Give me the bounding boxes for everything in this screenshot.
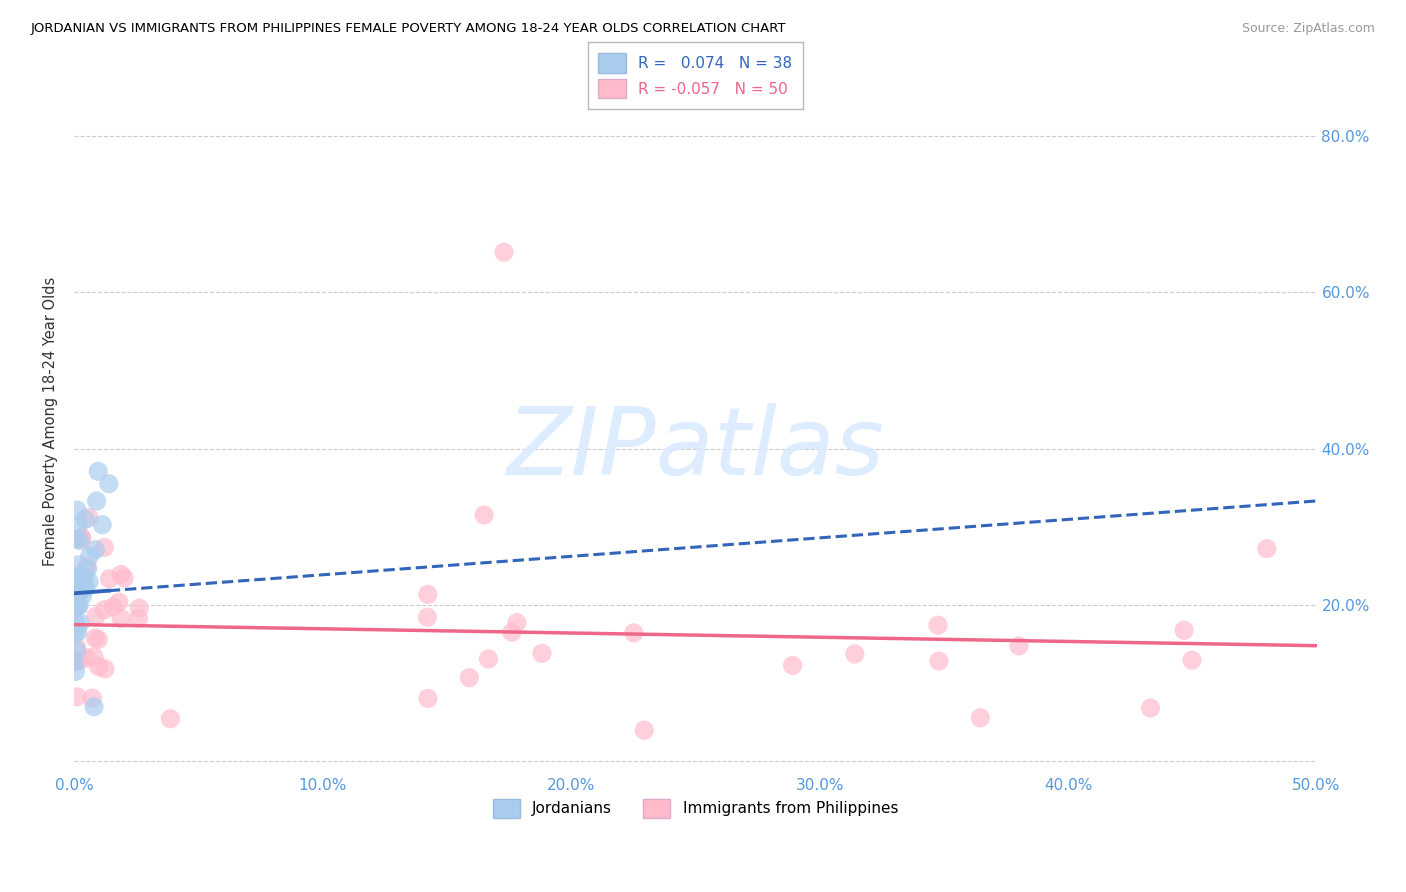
Point — [84, 631, 107, 645]
Point — [83, 699, 105, 714]
Point — [927, 618, 949, 632]
Point — [416, 587, 439, 601]
Point — [844, 647, 866, 661]
Point — [87, 464, 110, 478]
Point — [69, 533, 91, 548]
Point — [67, 586, 90, 600]
Legend: Jordanians, Immigrants from Philippines: Jordanians, Immigrants from Philippines — [486, 792, 904, 824]
Point — [67, 518, 90, 533]
Point — [72, 589, 94, 603]
Point — [70, 579, 93, 593]
Point — [84, 542, 107, 557]
Point — [65, 615, 87, 630]
Point — [67, 599, 90, 613]
Point — [65, 665, 87, 679]
Point — [93, 541, 115, 555]
Point — [98, 572, 121, 586]
Point — [76, 562, 98, 576]
Point — [623, 625, 645, 640]
Point — [416, 691, 439, 706]
Point — [63, 600, 86, 615]
Text: JORDANIAN VS IMMIGRANTS FROM PHILIPPINES FEMALE POVERTY AMONG 18-24 YEAR OLDS CO: JORDANIAN VS IMMIGRANTS FROM PHILIPPINES… — [31, 22, 786, 36]
Point — [492, 245, 515, 260]
Point — [1008, 639, 1031, 653]
Point — [159, 712, 181, 726]
Text: ZIPatlas: ZIPatlas — [506, 403, 884, 494]
Point — [66, 625, 89, 640]
Point — [79, 549, 101, 563]
Point — [458, 671, 481, 685]
Point — [69, 569, 91, 583]
Point — [530, 646, 553, 660]
Point — [75, 650, 97, 665]
Point — [84, 609, 107, 624]
Point — [97, 476, 120, 491]
Point — [108, 595, 131, 609]
Point — [77, 574, 100, 589]
Point — [969, 711, 991, 725]
Point — [103, 599, 125, 614]
Point — [66, 574, 89, 589]
Point — [501, 625, 523, 640]
Point — [1181, 653, 1204, 667]
Point — [67, 558, 90, 572]
Point — [65, 532, 87, 546]
Point — [70, 532, 93, 546]
Point — [416, 610, 439, 624]
Point — [66, 599, 89, 614]
Point — [70, 572, 93, 586]
Point — [67, 653, 90, 667]
Point — [65, 643, 87, 657]
Point — [63, 626, 86, 640]
Point — [110, 611, 132, 625]
Point — [110, 567, 132, 582]
Point — [477, 652, 499, 666]
Point — [77, 510, 100, 524]
Point — [63, 654, 86, 668]
Point — [506, 615, 529, 630]
Point — [94, 662, 117, 676]
Point — [66, 588, 89, 602]
Point — [65, 640, 87, 655]
Point — [86, 494, 108, 508]
Text: Source: ZipAtlas.com: Source: ZipAtlas.com — [1241, 22, 1375, 36]
Point — [87, 632, 110, 647]
Point — [73, 569, 96, 583]
Point — [69, 616, 91, 631]
Point — [93, 603, 115, 617]
Point — [76, 559, 98, 574]
Point — [112, 571, 135, 585]
Y-axis label: Female Poverty Among 18-24 Year Olds: Female Poverty Among 18-24 Year Olds — [44, 277, 58, 566]
Point — [127, 611, 149, 625]
Point — [65, 655, 87, 669]
Point — [66, 570, 89, 584]
Point — [1256, 541, 1278, 556]
Point — [75, 582, 97, 596]
Point — [91, 517, 114, 532]
Point — [70, 582, 93, 597]
Point — [1139, 701, 1161, 715]
Point — [66, 503, 89, 517]
Point — [128, 601, 150, 615]
Point — [67, 584, 90, 599]
Point — [82, 691, 104, 706]
Point — [472, 508, 495, 522]
Point — [67, 586, 90, 600]
Point — [782, 658, 804, 673]
Point — [83, 649, 105, 664]
Point — [73, 578, 96, 592]
Point — [70, 530, 93, 544]
Point — [1173, 624, 1195, 638]
Point — [66, 690, 89, 704]
Point — [87, 659, 110, 673]
Point — [75, 512, 97, 526]
Point — [633, 723, 655, 738]
Point — [928, 654, 950, 668]
